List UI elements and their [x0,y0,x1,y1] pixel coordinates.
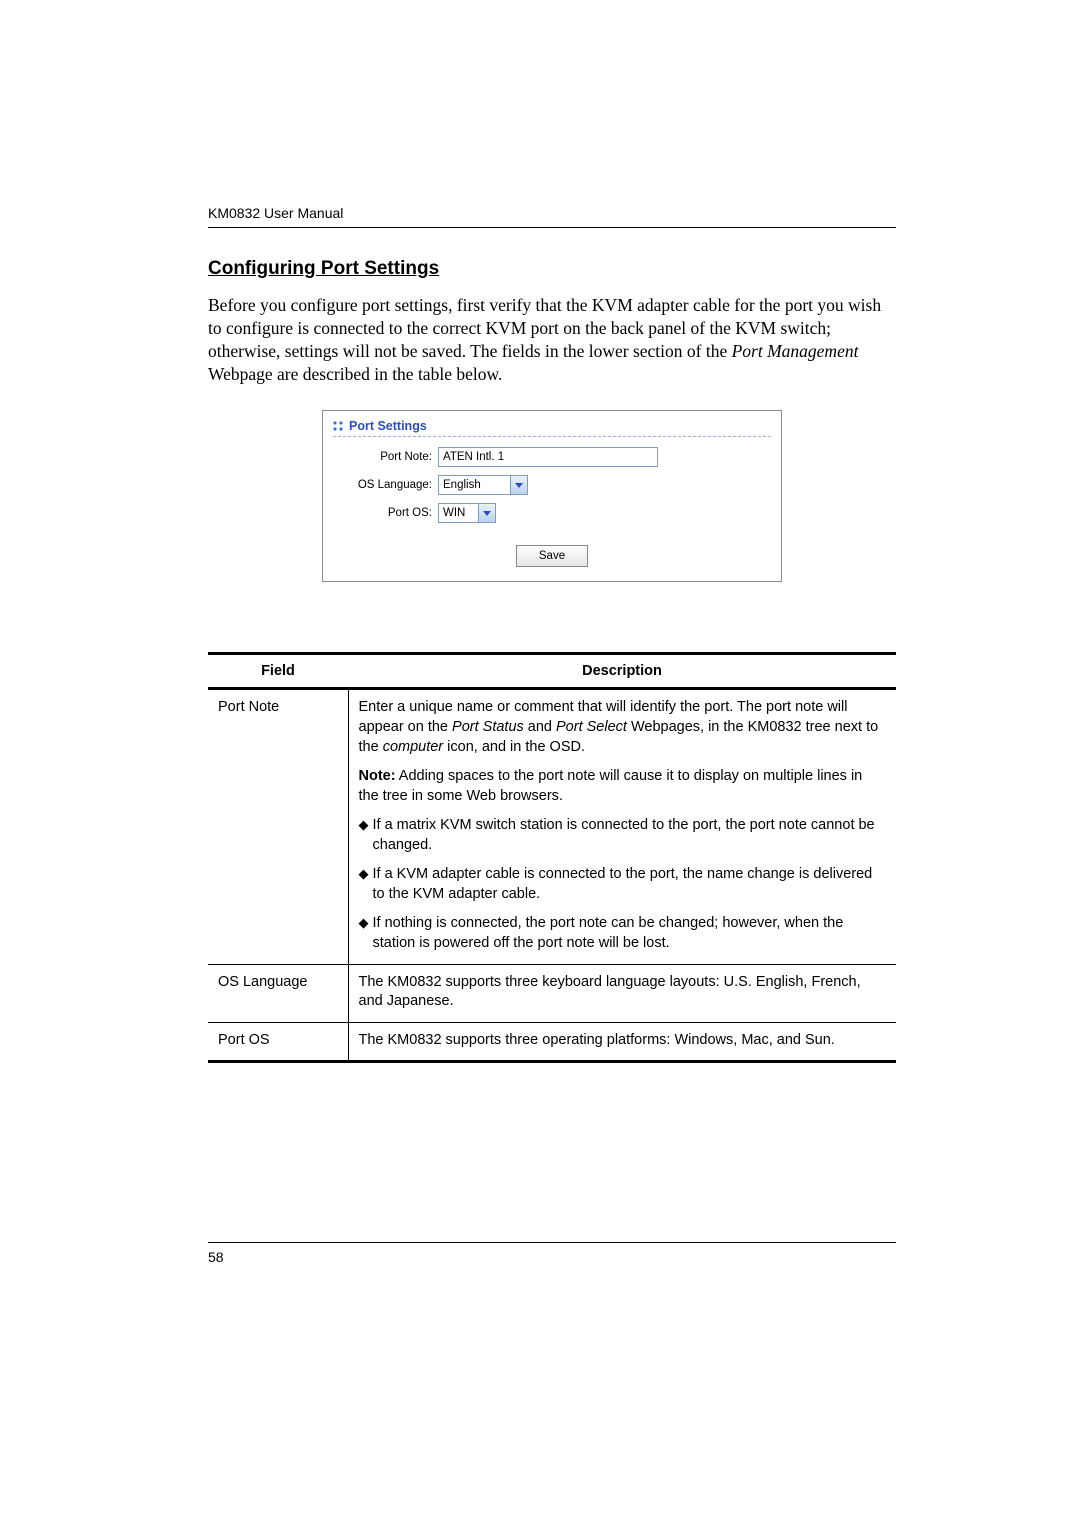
label-port-os: Port OS: [333,507,438,519]
panel-title-icon [333,421,343,431]
note-block: Note: Adding spaces to the port note wil… [359,767,887,806]
input-port-note[interactable] [438,447,658,467]
table-row: Port OS The KM0832 supports three operat… [208,1022,896,1062]
cell-field: Port OS [208,1022,348,1062]
cell-desc: Enter a unique name or comment that will… [348,689,896,964]
t: and [524,719,556,735]
cell-field: OS Language [208,964,348,1022]
running-header: KM0832 User Manual [208,205,896,228]
bullet-item: ◆ If a KVM adapter cable is connected to… [359,865,887,904]
table-header-row: Field Description [208,654,896,689]
bullet-icon: ◆ [359,816,373,855]
bullet-item: ◆ If a matrix KVM switch station is conn… [359,816,887,855]
page-number: 58 [208,1242,896,1265]
select-os-language-value: English [443,479,481,491]
table-row: Port Note Enter a unique name or comment… [208,689,896,964]
bullet-item: ◆ If nothing is connected, the port note… [359,914,887,953]
row-port-os: Port OS: WIN [333,503,771,523]
port-settings-panel: Port Settings Port Note: OS Language: En… [322,410,782,582]
cell-field: Port Note [208,689,348,964]
select-os-language[interactable]: English [438,475,528,495]
intro-italic: Port Management [732,341,859,361]
label-port-note: Port Note: [333,451,438,463]
t-italic: Port Select [556,719,627,735]
col-header-description: Description [348,654,896,689]
col-header-field: Field [208,654,348,689]
intro-paragraph: Before you configure port settings, firs… [208,294,896,386]
bullet-text: If a matrix KVM switch station is connec… [373,816,887,855]
panel-title-row: Port Settings [333,419,771,433]
label-os-language: OS Language: [333,479,438,491]
select-port-os[interactable]: WIN [438,503,496,523]
note-label: Note: [359,768,396,784]
t-italic: computer [383,739,443,755]
save-button[interactable]: Save [516,545,588,567]
panel-title: Port Settings [349,419,427,433]
t: icon, and in the OSD. [443,739,585,755]
desc-para: Enter a unique name or comment that will… [359,698,887,757]
manual-page: KM0832 User Manual Configuring Port Sett… [208,205,896,1063]
chevron-down-icon[interactable] [478,504,495,522]
field-description-table: Field Description Port Note Enter a uniq… [208,652,896,1063]
chevron-down-icon[interactable] [510,476,527,494]
table-row: OS Language The KM0832 supports three ke… [208,964,896,1022]
cell-desc: The KM0832 supports three operating plat… [348,1022,896,1062]
bullet-text: If a KVM adapter cable is connected to t… [373,865,887,904]
note-text: Adding spaces to the port note will caus… [359,768,863,804]
select-port-os-value: WIN [443,507,465,519]
bullet-icon: ◆ [359,865,373,904]
t-italic: Port Status [452,719,524,735]
section-heading: Configuring Port Settings [208,258,896,280]
bullet-icon: ◆ [359,914,373,953]
cell-desc: The KM0832 supports three keyboard langu… [348,964,896,1022]
panel-divider [333,436,771,437]
intro-text-b: Webpage are described in the table below… [208,364,502,384]
bullet-text: If nothing is connected, the port note c… [373,914,887,953]
row-os-language: OS Language: English [333,475,771,495]
row-port-note: Port Note: [333,447,771,467]
save-row: Save [333,545,771,567]
